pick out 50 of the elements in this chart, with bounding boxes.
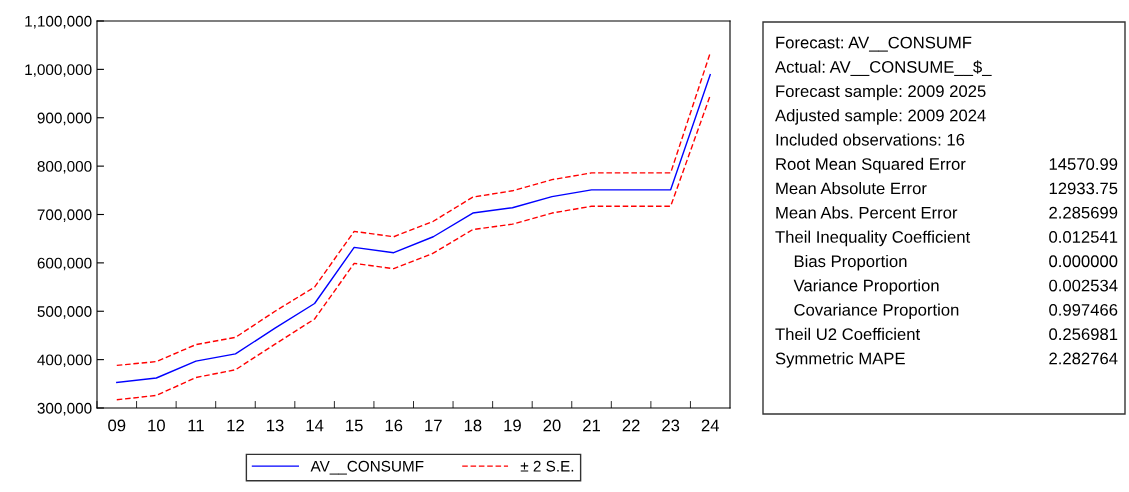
text: Theil Inequality Coefficient <box>775 230 971 247</box>
legend-label: ± 2 S.E. <box>520 460 574 472</box>
y-tick-label: 400,000 <box>37 354 92 368</box>
text: Covariance Proportion <box>794 303 959 320</box>
x-tick-label: 09 <box>108 419 126 432</box>
y-tick-label: 900,000 <box>37 112 92 126</box>
text: 2.282764 <box>1049 352 1118 365</box>
text: 0.997466 <box>1049 303 1118 316</box>
text: Theil U2 Coefficient <box>775 327 921 341</box>
x-tick-label: 18 <box>464 419 482 432</box>
y-tick-label: 800,000 <box>37 160 92 174</box>
text: Mean Absolute Error <box>776 182 927 195</box>
y-tick-label: 600,000 <box>37 257 92 271</box>
text: Forecast: AV__CONSUMF <box>776 36 972 52</box>
text: 14570.99 <box>1049 158 1118 170</box>
text: 0.000000 <box>1049 255 1118 268</box>
x-tick-label: 12 <box>227 419 244 432</box>
text: Bias Proportion <box>794 254 907 271</box>
text: Symmetric MAPE <box>775 352 905 368</box>
text: 12933.75 <box>1049 182 1118 195</box>
x-tick-label: 14 <box>306 419 324 432</box>
x-tick-label: 21 <box>583 419 600 432</box>
y-tick-label: 1,100,000 <box>25 15 92 29</box>
text: Actual: AV__CONSUME__$_ <box>775 60 992 76</box>
x-tick-label: 15 <box>346 419 363 432</box>
text: Root Mean Squared Error <box>776 157 966 174</box>
x-tick-label: 20 <box>543 419 561 432</box>
y-tick-label: 700,000 <box>37 209 92 222</box>
x-tick-label: 10 <box>148 419 165 432</box>
legend-label: AV__CONSUMF <box>310 460 424 475</box>
x-tick-label: 17 <box>425 419 442 432</box>
text: Included observations: 16 <box>776 133 965 146</box>
x-tick-label: 13 <box>267 419 284 432</box>
x-tick-label: 22 <box>622 419 640 432</box>
y-tick-label: 300,000 <box>37 402 92 416</box>
text: Forecast sample: 2009 2025 <box>776 84 986 101</box>
text: 0.256981 <box>1049 328 1118 341</box>
x-tick-label: 24 <box>701 419 719 432</box>
y-tick-label: 1,000,000 <box>25 64 92 77</box>
text: 2.285699 <box>1049 206 1118 219</box>
x-tick-label: 23 <box>662 419 680 432</box>
x-tick-label: 16 <box>385 419 403 432</box>
text: Adjusted sample: 2009 2024 <box>775 109 986 125</box>
text: Mean Abs. Percent Error <box>776 206 958 219</box>
text: Variance Proportion <box>793 279 939 295</box>
text: 0.012541 <box>1049 231 1118 243</box>
text: 0.002534 <box>1049 279 1118 292</box>
x-tick-label: 11 <box>188 419 204 432</box>
x-tick-label: 19 <box>504 419 521 432</box>
y-tick-label: 500,000 <box>37 306 92 319</box>
